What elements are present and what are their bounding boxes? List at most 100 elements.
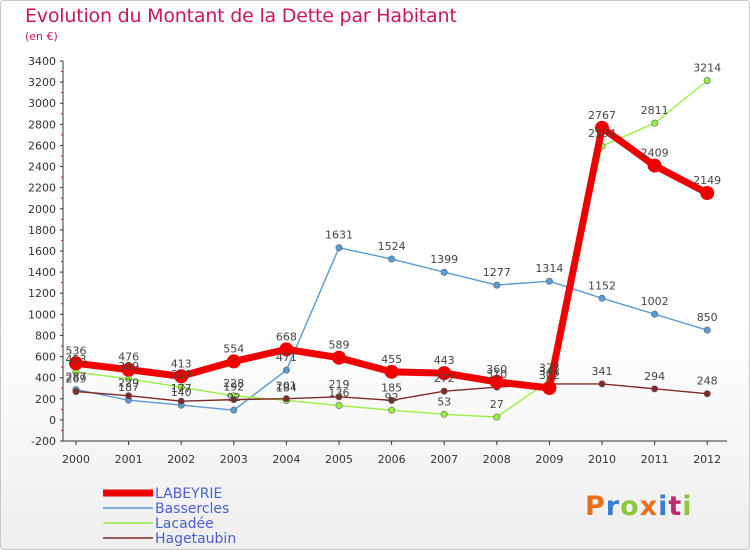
data-label: 229 — [118, 377, 139, 390]
data-point — [69, 356, 83, 371]
data-label: 272 — [434, 372, 455, 385]
y-tick-label: 1800 — [28, 224, 56, 237]
data-point — [177, 383, 185, 391]
data-label: 1002 — [641, 295, 669, 308]
data-label: 187 — [118, 381, 139, 394]
data-label: 294 — [644, 370, 665, 383]
data-point — [700, 186, 715, 201]
data-label: 453 — [66, 353, 87, 366]
x-tick-label: 2005 — [325, 453, 353, 466]
data-point — [545, 277, 553, 285]
data-label: 1152 — [588, 279, 616, 292]
y-tick-label: 2800 — [28, 118, 56, 131]
data-label: 2811 — [641, 104, 669, 117]
y-tick-label: 2400 — [28, 161, 56, 174]
data-point — [651, 385, 659, 393]
data-point — [493, 413, 501, 421]
data-label: 140 — [171, 386, 192, 399]
data-point — [388, 255, 396, 263]
y-tick-label: 800 — [35, 329, 56, 342]
y-tick-label: 1200 — [28, 287, 56, 300]
data-point — [595, 120, 609, 135]
data-label: 310 — [171, 368, 192, 381]
data-label: 389 — [118, 360, 139, 373]
y-tick-label: 2600 — [28, 139, 56, 152]
data-label: 536 — [66, 344, 87, 357]
data-label: 2409 — [641, 147, 669, 160]
data-point — [388, 396, 396, 404]
data-label: 341 — [592, 365, 613, 378]
data-point — [440, 387, 448, 395]
data-point — [174, 369, 189, 384]
series-hagetaubin — [72, 380, 711, 405]
data-label: 184 — [276, 381, 297, 394]
data-point — [226, 354, 241, 369]
data-label: 27 — [490, 398, 504, 411]
x-tick-label: 2009 — [535, 453, 563, 466]
data-label: 413 — [171, 357, 192, 370]
series-labeyrie — [69, 120, 715, 396]
y-tick-label: 2000 — [28, 203, 56, 216]
data-point — [703, 390, 711, 398]
data-label: 1631 — [325, 229, 353, 242]
data-point — [72, 387, 80, 395]
y-tick-label: 2200 — [28, 182, 56, 195]
data-label: 1399 — [430, 253, 458, 266]
data-point — [489, 374, 504, 389]
data-label: 1314 — [535, 262, 563, 275]
data-point — [335, 402, 343, 410]
x-tick-label: 2006 — [378, 453, 406, 466]
legend-label: Bassercles — [155, 501, 229, 517]
data-label: 228 — [223, 377, 244, 390]
x-tick-label: 2008 — [483, 453, 511, 466]
y-tick-label: 3400 — [28, 55, 56, 68]
data-point — [703, 77, 711, 85]
data-label: 219 — [329, 378, 350, 391]
data-label: 554 — [223, 342, 244, 355]
data-label: 455 — [381, 353, 402, 366]
y-tick-label: 1600 — [28, 245, 56, 258]
data-label: 668 — [276, 330, 297, 343]
data-label: 341 — [539, 365, 560, 378]
x-tick-label: 2007 — [430, 453, 458, 466]
data-label: 1524 — [378, 240, 406, 253]
x-tick-label: 2003 — [220, 453, 248, 466]
x-tick-label: 2012 — [693, 453, 721, 466]
x-tick-label: 2002 — [167, 453, 195, 466]
data-label: 192 — [223, 381, 244, 394]
data-label: 302 — [539, 369, 560, 382]
data-point — [437, 366, 452, 381]
data-point — [335, 393, 343, 401]
legend-label: Hagetaubin — [155, 531, 236, 547]
data-label: 373 — [539, 362, 560, 375]
y-tick-label: 400 — [35, 372, 56, 385]
data-point — [335, 244, 343, 252]
data-label: 850 — [697, 311, 718, 324]
y-tick-label: 0 — [49, 414, 56, 427]
legend-label: LABEYRIE — [155, 486, 222, 502]
data-point — [388, 406, 396, 414]
x-tick-label: 2004 — [272, 453, 300, 466]
data-point — [493, 281, 501, 289]
data-point — [703, 326, 711, 334]
data-label: 2767 — [588, 109, 616, 122]
data-label: 201 — [276, 380, 297, 393]
data-label: 248 — [697, 375, 718, 388]
y-tick-label: 600 — [35, 351, 56, 364]
data-label: 3214 — [693, 62, 721, 75]
chart-subtitle: (en €) — [25, 30, 58, 43]
data-label: 2149 — [693, 174, 721, 187]
data-point — [230, 396, 238, 404]
data-point — [282, 366, 290, 374]
data-label: 92 — [385, 391, 399, 404]
data-point — [440, 268, 448, 276]
y-tick-label: 200 — [35, 393, 56, 406]
data-label: 443 — [434, 354, 455, 367]
y-tick-label: 1000 — [28, 308, 56, 321]
data-point — [125, 392, 133, 400]
data-label: 185 — [381, 381, 402, 394]
data-point — [651, 310, 659, 318]
y-tick-label: 3200 — [28, 76, 56, 89]
